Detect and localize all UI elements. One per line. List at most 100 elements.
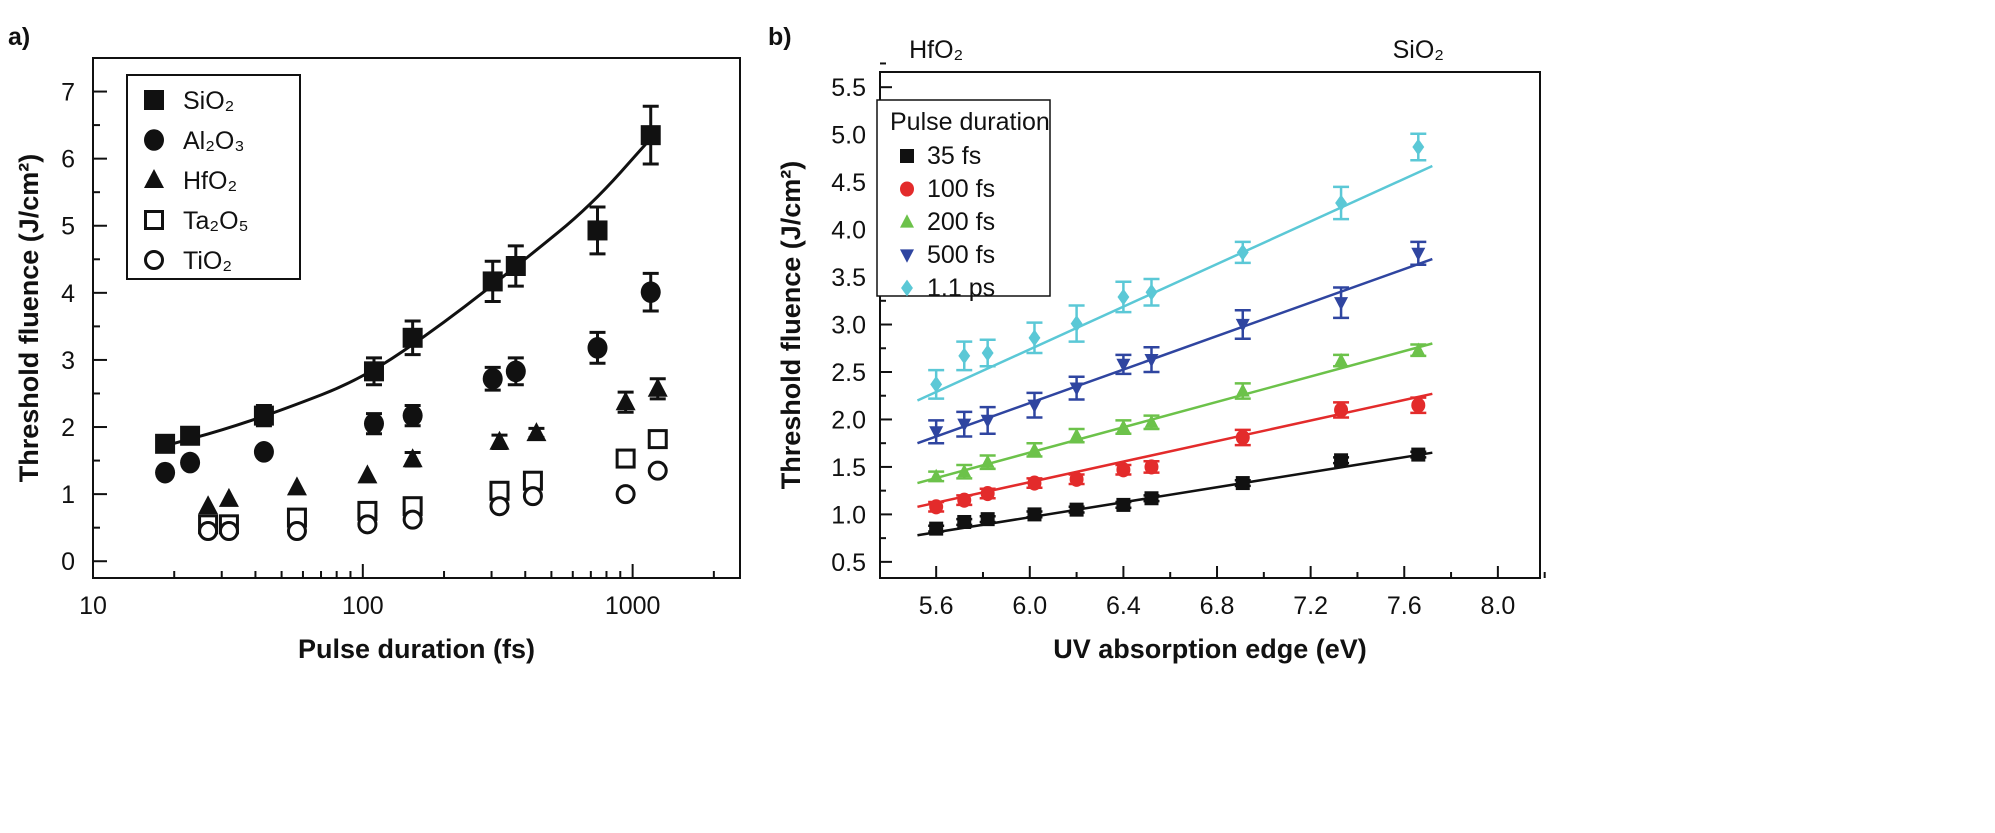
y-tick-label: 2 [61, 414, 75, 442]
data-point [402, 404, 423, 427]
data-point [198, 521, 219, 542]
annotation-0: HfO₂ [909, 36, 963, 64]
data-point [1236, 243, 1249, 261]
legend-box [876, 99, 1051, 297]
legend-marker [900, 181, 914, 197]
y-tick-label: 3.0 [831, 312, 866, 340]
data-point [180, 451, 201, 474]
data-point [980, 414, 995, 429]
panel-a-label: a) [8, 23, 30, 51]
data-point [505, 360, 526, 383]
x-tick-label: 7.2 [1293, 592, 1328, 620]
data-point [1335, 194, 1348, 212]
legend-label: 100 fs [927, 175, 995, 203]
x-tick-label: 8.0 [1480, 592, 1515, 620]
data-point [929, 499, 944, 515]
data-point [363, 361, 384, 382]
data-point [615, 448, 636, 469]
data-point [1027, 475, 1042, 491]
y-tick-label: 1.5 [831, 454, 866, 482]
data-point [357, 514, 378, 535]
data-point [1235, 383, 1250, 397]
y-tick-label: 5 [61, 213, 75, 241]
series-4 [916, 132, 1433, 402]
data-point [1027, 507, 1042, 522]
data-point [1116, 419, 1131, 433]
data-point [522, 486, 543, 507]
y-tick-label: 1.0 [831, 501, 866, 529]
series-1 [917, 392, 1433, 515]
data-point [526, 422, 547, 442]
data-point [930, 375, 943, 393]
data-point [1235, 318, 1250, 333]
data-point [1235, 429, 1250, 446]
series-1 [155, 271, 661, 484]
data-point [1070, 315, 1083, 332]
x-tick-label: 5.6 [919, 592, 954, 620]
data-point [929, 521, 944, 536]
legend-title: Pulse duration [890, 108, 1050, 136]
legend-label: HfO₂ [183, 167, 237, 195]
panel-b-label: b) [768, 23, 792, 51]
data-point [402, 509, 423, 530]
data-point [1412, 138, 1425, 156]
data-point [647, 429, 668, 450]
y-tick-label: 3 [61, 347, 75, 375]
x-tick-label: 1000 [605, 592, 661, 620]
legend-marker [144, 169, 164, 188]
legend-marker [144, 250, 164, 270]
y-tick-label: 3.5 [831, 264, 866, 292]
legend-label: TiO₂ [183, 247, 232, 275]
y-tick-label: 4.0 [831, 217, 866, 245]
legend: SiO₂ Al₂O₃ HfO₂ Ta₂O₅ TiO₂ [126, 74, 301, 280]
data-point [1116, 497, 1131, 512]
data-point [615, 391, 636, 411]
sio2-fit-curve [164, 137, 652, 448]
y-tick-label: 0 [61, 548, 75, 576]
data-point [180, 425, 201, 446]
series-2 [198, 377, 668, 515]
data-point [1069, 427, 1084, 442]
fit-line [916, 164, 1433, 402]
x-tick-label: 100 [342, 592, 384, 620]
legend-label: 35 fs [927, 142, 981, 170]
data-point [957, 492, 972, 508]
data-point [1334, 453, 1349, 468]
x-tick-label: 6.4 [1106, 592, 1141, 620]
legend-label: 200 fs [927, 208, 995, 236]
data-point [489, 496, 510, 517]
x-axis-label: UV absorption edge (eV) [1053, 634, 1367, 664]
legend-marker [144, 129, 164, 151]
data-point [482, 271, 503, 292]
data-point [155, 433, 176, 454]
data-point [1069, 382, 1084, 396]
data-point [1144, 354, 1159, 368]
series-3 [917, 240, 1433, 445]
y-tick-label: 5.5 [831, 74, 866, 102]
data-point [1116, 358, 1131, 373]
data-point [957, 418, 972, 432]
legend-label: 1.1 ps [927, 274, 995, 302]
data-point [489, 430, 510, 450]
data-point [1334, 352, 1349, 367]
x-tick-label: 7.6 [1387, 592, 1422, 620]
data-point [1069, 502, 1084, 517]
data-point [198, 495, 219, 515]
legend-marker [901, 279, 913, 297]
data-point [1027, 399, 1042, 413]
data-point [1411, 397, 1426, 413]
x-tick-label: 6.0 [1012, 592, 1047, 620]
data-point [980, 512, 995, 527]
x-tick-label: 10 [79, 592, 107, 620]
y-tick-label: 6 [61, 146, 75, 174]
data-point [1334, 402, 1349, 418]
data-point [1235, 476, 1250, 491]
data-point [958, 347, 971, 365]
data-point [980, 454, 995, 468]
data-point [957, 463, 972, 478]
y-axis-label: Threshold fluence (J/cm²) [14, 154, 44, 483]
series-0 [155, 104, 661, 454]
data-point [587, 337, 608, 359]
legend-marker [144, 90, 164, 110]
series-0 [917, 447, 1433, 537]
